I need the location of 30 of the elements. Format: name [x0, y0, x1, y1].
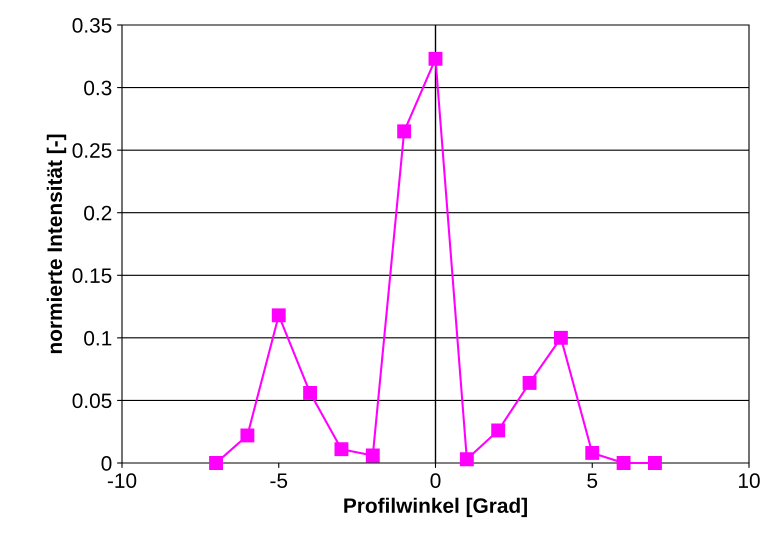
point [209, 456, 223, 470]
y-tick-label: 0.1 [84, 330, 112, 346]
point [648, 456, 662, 470]
point [585, 446, 600, 460]
y-axis-title: normierte Intensität [-] [46, 134, 66, 354]
x-tick-label: 0 [430, 473, 440, 488]
y-tick-label: 0 [102, 456, 112, 471]
y-tick-label: 0.3 [84, 80, 112, 96]
point [334, 442, 348, 456]
x-tick-label: -10 [108, 473, 136, 488]
x-tick-label: -5 [270, 473, 288, 488]
x-axis-title: Profilwinkel [Grad] [344, 498, 527, 518]
point [491, 424, 506, 438]
y-tick-label: 0.2 [84, 206, 112, 220]
y-tick-label: 0.25 [72, 143, 112, 158]
point [460, 452, 474, 466]
point [397, 124, 412, 138]
point [616, 456, 631, 470]
point [303, 386, 318, 400]
point [554, 330, 568, 345]
y-tick-label: 0.05 [72, 393, 112, 408]
y-tick-label: 0.15 [72, 268, 112, 284]
point [240, 428, 254, 442]
point [428, 52, 442, 66]
x-tick-label: 5 [587, 473, 598, 488]
x-tick-label: 10 [739, 473, 760, 488]
y-tick-label: 0.35 [72, 18, 112, 33]
point [366, 448, 380, 462]
point [522, 376, 536, 390]
point [272, 308, 286, 322]
